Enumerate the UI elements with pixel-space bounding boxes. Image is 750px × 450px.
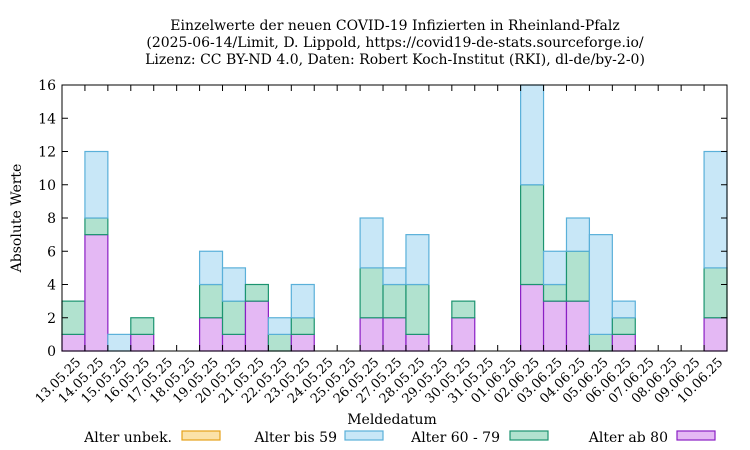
bar-alter-ab-80-13.05.25 xyxy=(61,333,86,352)
bar-alter-ab-80-10.06.25 xyxy=(703,317,728,352)
bar-alter-ab-80-14.05.25 xyxy=(84,234,109,352)
legend: Alter unbek. Alter bis 59 Alter 60 - 79 Alt… xyxy=(83,430,716,446)
bar-alter-60-79-20.05.25 xyxy=(221,300,247,335)
legend-label-alter-ab-80: Alter ab 80 xyxy=(588,430,668,446)
legend-swatch-alter-60-79 xyxy=(509,430,549,441)
bar-alter-bis-59-03.06.25 xyxy=(542,250,568,286)
bar-alter-bis-59-20.05.25 xyxy=(221,267,247,302)
legend-swatch-alter-unbek- xyxy=(181,430,221,441)
bar-alter-bis-59-26.05.25 xyxy=(359,217,384,269)
y-tick-label: 14 xyxy=(38,111,56,127)
bar-alter-bis-59-15.05.25 xyxy=(107,333,132,352)
bar-alter-bis-59-14.05.25 xyxy=(84,150,109,219)
bar-alter-bis-59-19.05.25 xyxy=(198,250,224,286)
bar-alter-ab-80-27.05.25 xyxy=(382,317,407,352)
y-tick-label: 2 xyxy=(47,311,56,327)
bar-alter-60-79-02.06.25 xyxy=(520,184,545,286)
y-tick-label: 10 xyxy=(38,178,56,194)
title-line-2: (2025-06-14/Limit, D. Lippold, https://c… xyxy=(146,35,644,51)
y-tick-label: 6 xyxy=(47,244,56,260)
bar-alter-60-79-21.05.25 xyxy=(244,283,269,302)
bar-alter-bis-59-02.06.25 xyxy=(520,84,545,186)
y-tick-label: 4 xyxy=(47,278,56,294)
bar-alter-60-79-28.05.25 xyxy=(405,283,430,335)
legend-swatch-alter-ab-80 xyxy=(676,430,716,441)
bar-alter-ab-80-16.05.25 xyxy=(130,333,155,352)
bar-alter-ab-80-19.05.25 xyxy=(198,317,224,352)
plot-frame xyxy=(61,84,728,352)
bar-alter-ab-80-21.05.25 xyxy=(244,300,269,352)
bar-alter-ab-80-06.06.25 xyxy=(611,333,636,352)
bar-alter-60-79-26.05.25 xyxy=(359,267,384,319)
bar-alter-60-79-06.06.25 xyxy=(611,317,636,335)
bar-alter-60-79-04.06.25 xyxy=(565,250,591,302)
bar-alter-bis-59-06.06.25 xyxy=(611,300,636,319)
bar-alter-bis-59-23.05.25 xyxy=(290,283,315,319)
bar-alter-bis-59-10.06.25 xyxy=(703,150,728,269)
legend-swatch-alter-bis-59 xyxy=(344,430,384,441)
chart-title: Einzelwerte der neuen COVID-19 Infiziert… xyxy=(145,18,645,68)
bar-alter-60-79-19.05.25 xyxy=(198,283,224,319)
y-tick-label: 8 xyxy=(47,211,56,227)
bar-alter-ab-80-28.05.25 xyxy=(405,333,430,352)
x-axis-label: Meldedatum xyxy=(347,412,437,428)
bar-alter-ab-80-26.05.25 xyxy=(359,317,384,352)
bar-alter-ab-80-23.05.25 xyxy=(290,333,315,352)
bar-alter-ab-80-20.05.25 xyxy=(221,333,247,352)
legend-label-alter-bis-59: Alter bis 59 xyxy=(253,430,337,446)
bar-alter-bis-59-28.05.25 xyxy=(405,234,430,286)
y-tick-label: 12 xyxy=(38,145,56,161)
bar-alter-bis-59-05.06.25 xyxy=(588,234,613,335)
legend-label-alter-unbek-: Alter unbek. xyxy=(83,430,172,446)
bars-layer xyxy=(61,84,728,352)
bar-alter-60-79-27.05.25 xyxy=(382,283,407,319)
bar-alter-60-79-05.06.25 xyxy=(588,333,613,352)
bar-alter-60-79-14.05.25 xyxy=(84,217,109,236)
y-axis-label: Absolute Werte xyxy=(9,164,25,274)
bar-alter-bis-59-04.06.25 xyxy=(565,217,591,252)
bar-alter-60-79-16.05.25 xyxy=(130,317,155,335)
bar-alter-bis-59-22.05.25 xyxy=(267,317,292,335)
bar-alter-60-79-03.06.25 xyxy=(542,283,568,302)
bar-alter-60-79-30.05.25 xyxy=(451,300,476,319)
bar-alter-60-79-10.06.25 xyxy=(703,267,728,319)
title-line-3: Lizenz: CC BY-ND 4.0, Daten: Robert Koch… xyxy=(145,52,645,68)
bar-alter-bis-59-27.05.25 xyxy=(382,267,407,286)
legend-label-alter-60-79: Alter 60 - 79 xyxy=(410,430,500,446)
bar-alter-ab-80-03.06.25 xyxy=(542,300,568,352)
title-line-1: Einzelwerte der neuen COVID-19 Infiziert… xyxy=(170,18,619,34)
y-tick-label: 16 xyxy=(38,78,56,94)
bar-alter-ab-80-02.06.25 xyxy=(520,283,545,352)
bar-alter-ab-80-30.05.25 xyxy=(451,317,476,352)
y-axis: 0 2 4 6 8 10 12 14 16 xyxy=(38,78,727,360)
bar-alter-60-79-23.05.25 xyxy=(290,317,315,335)
y-tick-label: 0 xyxy=(47,344,56,360)
bar-alter-60-79-22.05.25 xyxy=(267,333,292,352)
bar-alter-ab-80-04.06.25 xyxy=(565,300,591,352)
